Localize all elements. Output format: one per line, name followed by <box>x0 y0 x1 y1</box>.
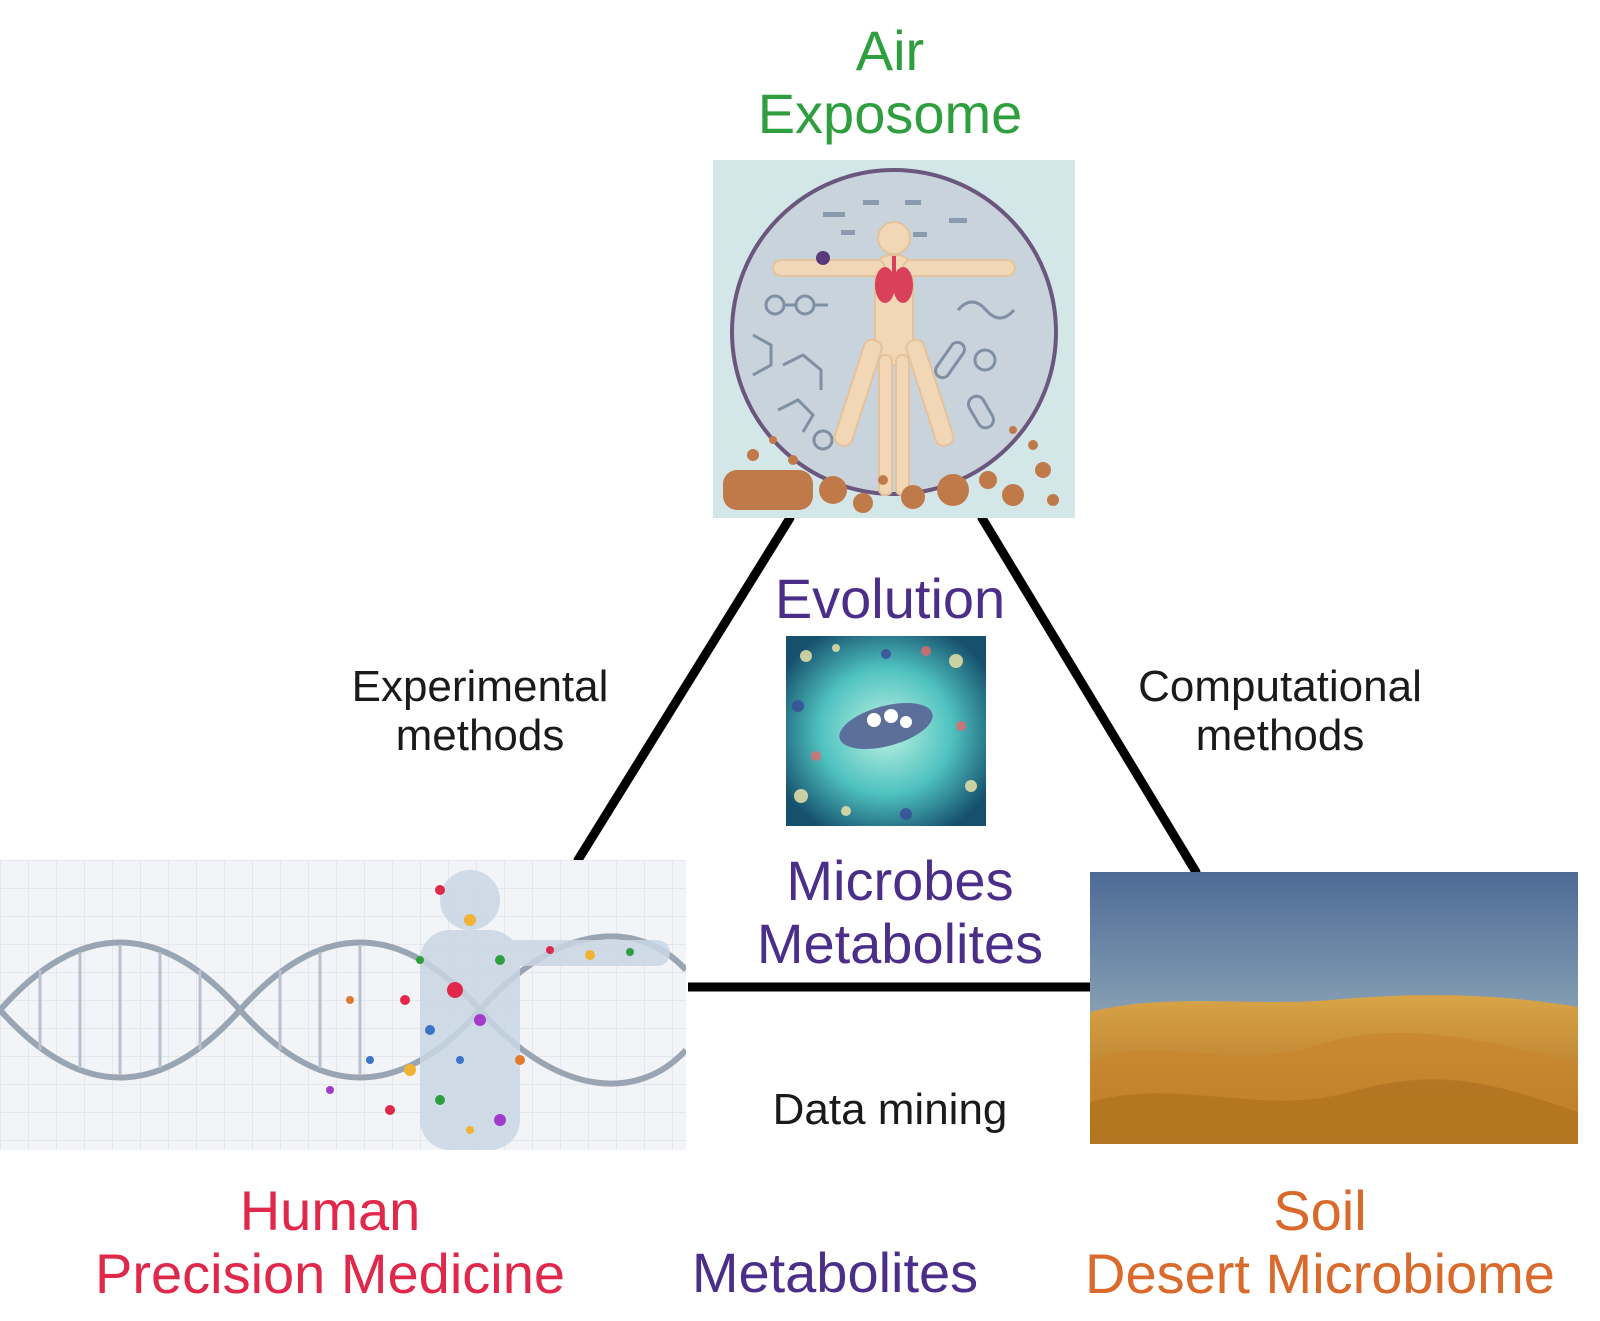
soil-desert-microbiome-title: Soil Desert Microbiome <box>1050 1179 1590 1305</box>
microbes-metabolites-label: Microbes Metabolites <box>690 849 1110 975</box>
edge-label-data-mining: Data mining <box>772 1085 1008 1134</box>
air-title-line2: Exposome <box>757 81 1023 145</box>
air-exposome-image <box>713 160 1075 518</box>
computational-line1: Computational <box>1138 662 1422 711</box>
experimental-line1: Experimental <box>351 662 609 711</box>
human-title-line2: Precision Medicine <box>95 1241 565 1305</box>
soil-title-line1: Soil <box>1273 1179 1367 1242</box>
human-title-line1: Human <box>239 1179 421 1242</box>
human-medicine-image <box>0 860 686 1150</box>
soil-title-line2: Desert Microbiome <box>1085 1241 1555 1305</box>
experimental-line2: methods <box>395 711 565 761</box>
human-precision-medicine-title: Human Precision Medicine <box>20 1179 640 1305</box>
evolution-label: Evolution <box>774 567 1006 630</box>
edge-label-experimental: Experimental methods <box>320 662 640 761</box>
edge-right-line <box>977 513 1201 877</box>
evolution-image <box>786 636 986 826</box>
air-title-line1: Air <box>855 19 925 82</box>
edge-label-computational: Computational methods <box>1100 662 1460 761</box>
air-exposome-title: Air Exposome <box>640 19 1140 145</box>
edge-left-line <box>573 513 795 865</box>
metabolites-line: Metabolites <box>756 911 1044 975</box>
bottom-metabolites-label: Metabolites <box>691 1241 979 1304</box>
computational-line2: methods <box>1195 711 1365 761</box>
microbes-line: Microbes <box>786 849 1014 912</box>
desert-soil-image <box>1090 872 1578 1144</box>
